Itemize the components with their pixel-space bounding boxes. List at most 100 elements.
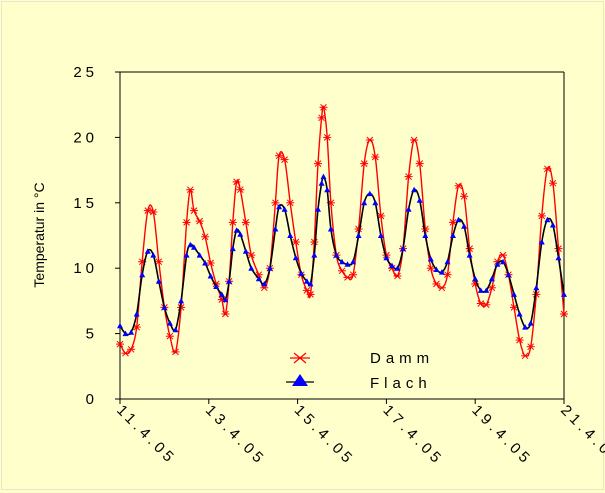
y-tick-label: 25 — [73, 64, 98, 81]
data-point-flach — [178, 297, 185, 304]
data-point-flach — [213, 283, 220, 289]
data-point-flach — [377, 232, 384, 238]
data-point-flach — [438, 269, 445, 275]
series-damm — [116, 103, 568, 360]
data-point-flach — [344, 261, 351, 267]
data-point-damm — [143, 207, 152, 214]
data-point-flach — [538, 239, 545, 245]
data-point-damm — [548, 179, 557, 187]
data-point-flach — [444, 258, 451, 265]
data-point-damm — [271, 199, 280, 207]
data-point-damm — [317, 114, 326, 122]
data-point-damm — [206, 259, 215, 267]
legend-label-damm: Damm — [370, 350, 434, 367]
data-point-flach — [533, 284, 540, 291]
data-point-flach — [191, 244, 197, 250]
x-tick-label: 13.4.05 — [202, 402, 269, 469]
data-point-flach — [500, 258, 506, 265]
data-point-damm — [437, 284, 446, 292]
data-point-damm — [349, 271, 358, 279]
data-point-flach — [427, 256, 434, 262]
data-point-damm — [121, 349, 130, 357]
data-point-damm — [221, 310, 230, 318]
data-point-flach — [248, 265, 255, 271]
series-line-damm — [119, 105, 565, 357]
data-point-damm — [521, 352, 530, 360]
data-point-damm — [560, 310, 568, 318]
data-point-flach — [366, 190, 373, 197]
data-point-damm — [410, 136, 419, 144]
data-point-flach — [161, 304, 168, 310]
data-point-damm — [280, 156, 289, 163]
data-point-damm — [291, 238, 300, 246]
data-point-flach — [303, 278, 310, 284]
data-point-flach — [400, 245, 406, 252]
data-point-damm — [182, 219, 191, 226]
data-point-damm — [510, 304, 518, 311]
data-point-damm — [201, 233, 210, 241]
data-point-flach — [466, 252, 473, 258]
data-point-flach — [272, 226, 279, 232]
data-point-flach — [226, 278, 233, 284]
data-point-damm — [319, 103, 328, 111]
data-point-damm — [195, 217, 204, 225]
x-tick-label: 19.4.05 — [468, 402, 535, 469]
data-point-damm — [515, 336, 524, 344]
data-point-flach — [298, 270, 305, 276]
data-point-damm — [393, 272, 402, 280]
legend-item-damm: Damm — [290, 350, 434, 367]
data-point-flach — [516, 311, 523, 317]
data-point-flach — [544, 216, 551, 223]
data-point-flach — [187, 241, 194, 248]
data-point-flach — [339, 258, 345, 265]
data-point-flach — [389, 262, 395, 269]
legend-item-flach: Flach — [286, 374, 427, 392]
data-point-flach — [405, 206, 412, 212]
legend-marker-damm — [290, 352, 310, 364]
data-point-damm — [454, 182, 463, 190]
data-point-damm — [360, 160, 369, 167]
data-point-flach — [320, 173, 327, 180]
y-tick-label: 10 — [73, 260, 98, 277]
data-point-flach — [139, 271, 146, 278]
y-tick-label: 20 — [73, 129, 98, 146]
data-point-damm — [236, 186, 245, 194]
data-point-flach — [237, 231, 244, 237]
data-point-damm — [247, 251, 256, 259]
data-point-flach — [196, 252, 203, 258]
y-tick-label: 5 — [86, 326, 98, 343]
data-point-damm — [476, 300, 485, 307]
data-point-damm — [286, 199, 295, 207]
data-point-flach — [483, 287, 490, 293]
data-point-flach — [561, 291, 567, 297]
data-point-flach — [233, 227, 240, 233]
y-tick-label: 15 — [73, 195, 98, 212]
data-point-flach — [494, 261, 501, 267]
data-point-damm — [154, 258, 163, 266]
data-point-flach — [281, 206, 288, 212]
data-point-flach — [472, 275, 479, 282]
data-point-damm — [165, 332, 174, 340]
data-point-flach — [144, 248, 151, 254]
x-ticks: 11.4.05 13.4.05 15.4.05 17.4.05 19.4.05 21.4.… — [113, 399, 605, 469]
series-flach — [117, 173, 567, 337]
data-point-flach — [461, 223, 468, 229]
data-point-damm — [241, 219, 250, 226]
data-point-flach — [549, 222, 556, 228]
data-point-flach — [372, 199, 379, 206]
data-point-flach — [122, 330, 129, 337]
x-tick-label: 21.4.05 — [557, 402, 605, 469]
data-point-damm — [338, 267, 346, 275]
data-point-flach — [202, 260, 209, 266]
data-point-flach — [511, 291, 517, 297]
data-point-flach — [172, 326, 179, 333]
data-point-flach — [355, 232, 362, 238]
data-point-damm — [537, 212, 546, 220]
data-point-damm — [228, 219, 237, 226]
data-point-flach — [324, 186, 331, 193]
data-point-flach — [488, 275, 495, 282]
data-point-flach — [150, 252, 157, 258]
data-point-damm — [432, 280, 441, 288]
legend-marker-flach — [292, 374, 308, 386]
